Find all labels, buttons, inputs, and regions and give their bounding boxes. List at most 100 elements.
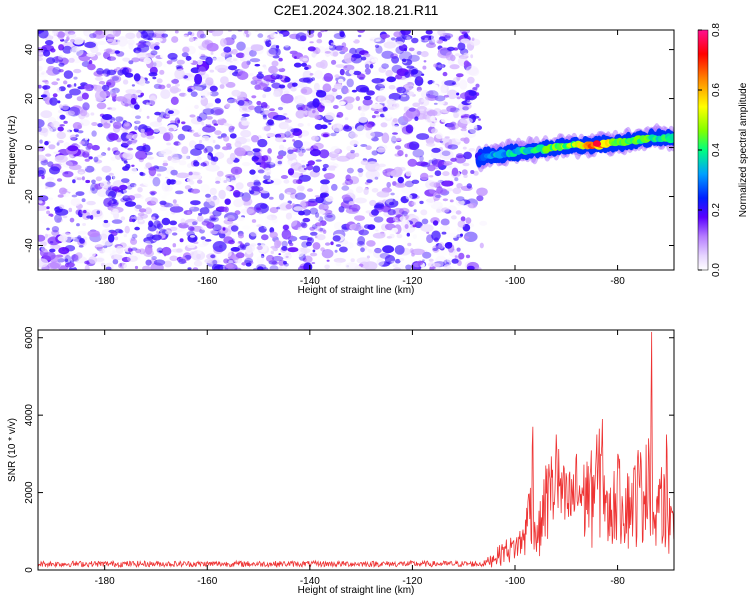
noise-blob <box>307 46 316 52</box>
noise-blob <box>359 87 370 93</box>
noise-blob <box>198 165 204 170</box>
noise-blob <box>227 97 235 104</box>
noise-blob <box>138 40 147 45</box>
noise-blob <box>463 33 469 38</box>
noise-blob <box>95 176 103 182</box>
noise-blob <box>96 210 101 214</box>
noise-blob <box>231 34 237 40</box>
noise-blob <box>298 210 305 216</box>
noise-blob <box>137 95 143 98</box>
y-tick-label: -40 <box>24 238 35 253</box>
noise-blob <box>161 217 171 226</box>
noise-blob <box>305 241 312 247</box>
noise-blob <box>54 155 68 163</box>
noise-blob <box>136 145 146 152</box>
noise-blob <box>404 153 408 158</box>
noise-blob <box>105 34 115 40</box>
noise-blob <box>139 195 144 199</box>
noise-blob <box>419 155 424 162</box>
noise-blob <box>79 238 85 244</box>
noise-blob <box>281 246 288 251</box>
noise-blob <box>44 181 55 189</box>
noise-blob <box>430 115 436 122</box>
noise-blob <box>73 37 84 45</box>
noise-blob <box>163 253 167 257</box>
noise-blob <box>91 187 95 191</box>
noise-blob <box>290 119 299 128</box>
noise-blob <box>307 123 311 127</box>
noise-blob <box>112 121 122 129</box>
noise-blob <box>372 248 384 259</box>
noise-blob <box>73 76 78 80</box>
noise-blob <box>298 174 311 182</box>
noise-blob <box>235 252 245 259</box>
noise-blob <box>53 151 60 155</box>
noise-blob <box>135 115 141 119</box>
noise-blob <box>103 197 112 207</box>
noise-blob <box>383 110 395 118</box>
noise-blob <box>80 218 84 221</box>
noise-blob <box>437 30 446 36</box>
noise-blob <box>131 164 135 167</box>
noise-blob <box>145 162 152 169</box>
noise-blob <box>212 241 227 252</box>
noise-blob <box>435 194 442 198</box>
noise-blob <box>241 113 250 118</box>
noise-blob <box>354 197 367 204</box>
noise-blob <box>223 135 230 142</box>
noise-blob <box>319 149 330 159</box>
noise-blob <box>406 232 410 237</box>
noise-blob <box>448 129 460 135</box>
noise-blob <box>146 115 150 119</box>
noise-blob <box>420 172 429 181</box>
noise-blob <box>273 90 281 98</box>
noise-blob <box>425 108 431 112</box>
noise-blob <box>176 248 183 253</box>
noise-blob <box>302 257 307 262</box>
noise-blob <box>108 234 115 243</box>
noise-blob <box>413 209 417 213</box>
x-tick-label: -140 <box>300 276 320 287</box>
noise-blob <box>416 76 422 81</box>
noise-blob <box>224 198 231 205</box>
noise-blob <box>395 137 402 141</box>
noise-blob <box>439 33 444 37</box>
noise-blob <box>63 120 68 124</box>
noise-blob <box>431 159 445 167</box>
noise-blob <box>244 257 253 265</box>
noise-blob <box>105 266 112 270</box>
noise-blob <box>479 242 484 249</box>
noise-blob <box>51 81 59 86</box>
noise-blob <box>190 86 203 92</box>
noise-blob <box>330 132 337 137</box>
noise-blob <box>375 95 387 103</box>
noise-blob <box>43 49 51 57</box>
noise-blob <box>57 258 65 263</box>
noise-blob <box>251 135 259 143</box>
noise-blob <box>419 108 425 112</box>
noise-blob <box>210 51 214 55</box>
noise-blob <box>212 156 219 162</box>
noise-blob <box>271 261 279 265</box>
noise-blob <box>122 67 129 76</box>
noise-blob <box>197 179 203 184</box>
noise-blob <box>472 87 478 91</box>
noise-blob <box>181 52 189 58</box>
noise-blob <box>258 225 267 233</box>
noise-blob <box>355 96 360 102</box>
noise-blob <box>155 215 160 218</box>
noise-blob <box>421 73 425 76</box>
noise-blob <box>254 105 265 114</box>
noise-blob <box>245 138 251 142</box>
noise-blob <box>105 48 113 53</box>
noise-blob <box>363 187 369 195</box>
noise-blob <box>430 151 443 160</box>
noise-blob <box>363 261 378 270</box>
noise-blob <box>292 203 295 208</box>
noise-blob <box>437 101 445 105</box>
noise-blob <box>462 162 470 167</box>
noise-blob <box>379 97 387 102</box>
noise-blob <box>399 51 413 62</box>
noise-blob <box>311 135 319 141</box>
noise-blob <box>295 32 307 42</box>
